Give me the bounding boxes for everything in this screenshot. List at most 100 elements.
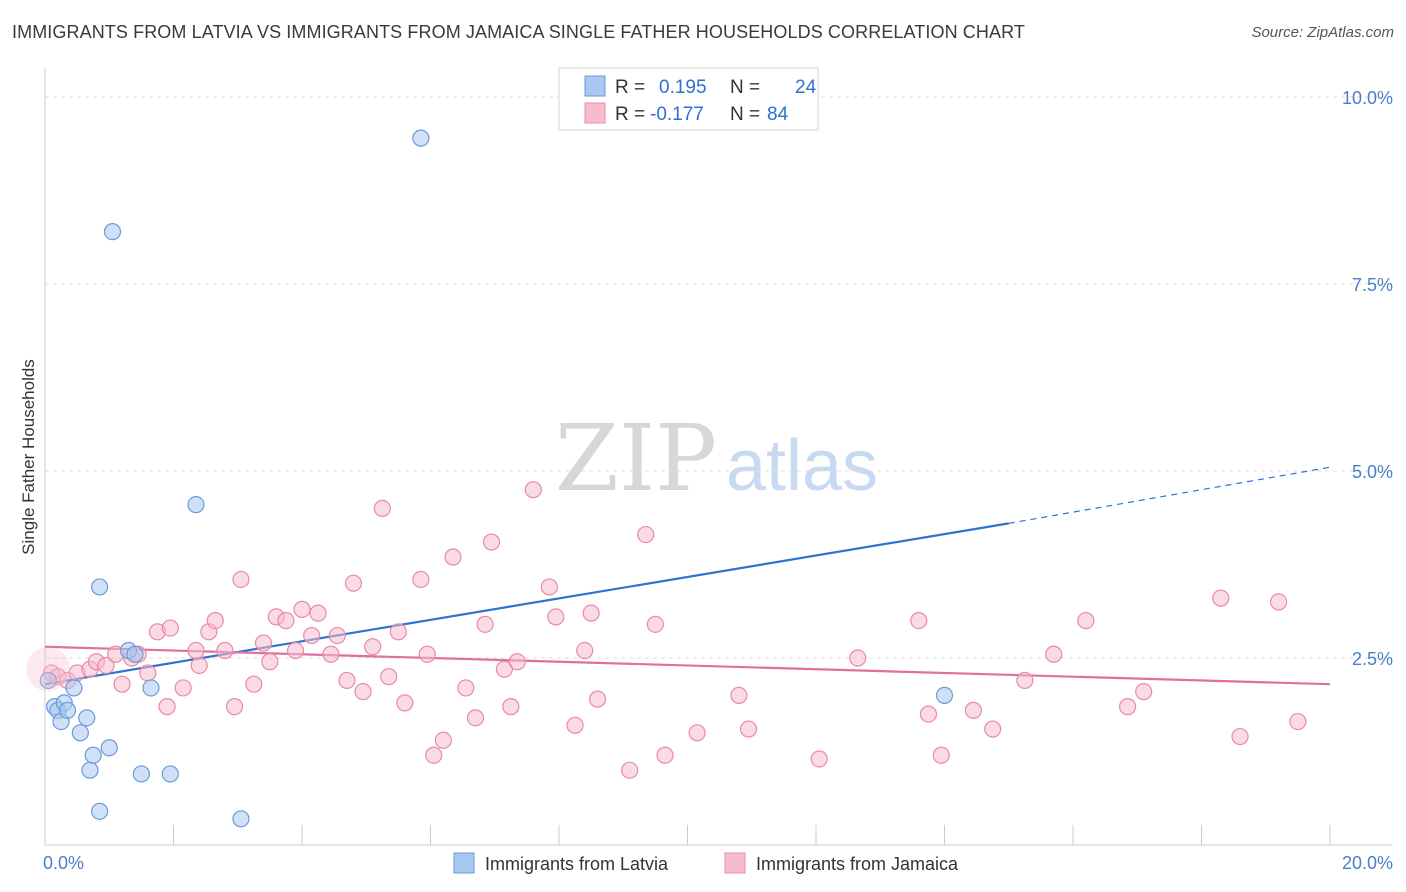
jamaica-point-61 xyxy=(621,761,639,779)
latvia-point-18 xyxy=(142,679,160,697)
jamaica-point-63 xyxy=(646,615,664,633)
jamaica-point-16 xyxy=(187,641,205,660)
jamaica-point-41 xyxy=(396,694,414,712)
watermark-atlas: atlas xyxy=(726,426,878,506)
jamaica-point-69 xyxy=(849,649,867,667)
jamaica-point-29 xyxy=(293,600,311,618)
latvia-point-12 xyxy=(100,739,118,757)
jamaica-point-6 xyxy=(97,656,115,675)
latvia-point-19 xyxy=(161,765,179,783)
jamaica-point-34 xyxy=(338,671,356,690)
legend-r-value-jamaica: -0.177 xyxy=(650,104,704,125)
legend-n-value-latvia: 24 xyxy=(795,77,817,98)
legend-n-value-jamaica: 84 xyxy=(767,104,789,125)
jamaica-point-67 xyxy=(739,720,758,738)
jamaica-point-19 xyxy=(206,611,224,630)
jamaica-point-27 xyxy=(277,611,295,630)
jamaica-point-32 xyxy=(322,645,340,663)
source-credit: Source: ZipAtlas.com xyxy=(1251,24,1394,41)
jamaica-point-49 xyxy=(476,615,494,633)
jamaica-trend-line xyxy=(44,645,1331,686)
jamaica-point-78 xyxy=(1119,698,1137,716)
y-tick-label-1: 5.0% xyxy=(1352,462,1393,482)
jamaica-point-39 xyxy=(380,668,398,686)
jamaica-point-20 xyxy=(216,641,234,660)
latvia-trend-extension xyxy=(1008,466,1331,524)
bottom-legend-swatch-latvia xyxy=(453,852,475,874)
jamaica-point-51 xyxy=(495,660,513,678)
jamaica-point-38 xyxy=(373,499,391,517)
y-axis-label: Single Father Households xyxy=(19,359,38,555)
bottom-legend-label-jamaica: Immigrants from Jamaica xyxy=(756,854,959,874)
jamaica-point-30 xyxy=(303,626,321,645)
jamaica-point-46 xyxy=(444,548,462,566)
jamaica-point-82 xyxy=(1269,593,1288,611)
jamaica-point-83 xyxy=(1289,712,1307,731)
latvia-point-8 xyxy=(78,709,96,727)
jamaica-point-76 xyxy=(1045,645,1063,663)
jamaica-point-65 xyxy=(688,724,706,742)
legend-swatch-jamaica xyxy=(584,102,606,124)
jamaica-point-74 xyxy=(984,720,1002,738)
jamaica-point-45 xyxy=(434,731,452,749)
jamaica-point-64 xyxy=(656,746,674,764)
jamaica-point-31 xyxy=(309,604,327,622)
jamaica-point-14 xyxy=(161,619,179,637)
jamaica-point-57 xyxy=(566,716,584,734)
latvia-point-20 xyxy=(187,496,205,514)
jamaica-point-60 xyxy=(588,690,607,708)
jamaica-point-24 xyxy=(254,634,273,652)
jamaica-point-43 xyxy=(418,645,436,663)
jamaica-point-81 xyxy=(1231,727,1249,746)
legend-r-value-latvia: 0.195 xyxy=(659,77,707,98)
jamaica-point-72 xyxy=(932,746,950,764)
jamaica-point-11 xyxy=(139,664,157,682)
jamaica-point-79 xyxy=(1135,683,1153,701)
bottom-legend: Immigrants from Latvia Immigrants from J… xyxy=(453,852,959,874)
bottom-legend-swatch-jamaica xyxy=(724,852,746,874)
latvia-point-10 xyxy=(84,746,102,764)
jamaica-point-44 xyxy=(425,746,443,764)
jamaica-point-53 xyxy=(508,653,526,671)
legend-n-label-latvia: N = xyxy=(730,77,760,98)
jamaica-point-66 xyxy=(730,686,748,705)
jamaica-point-33 xyxy=(328,626,346,645)
latvia-point-9 xyxy=(81,761,99,779)
jamaica-point-75 xyxy=(1016,671,1034,690)
jamaica-point-54 xyxy=(524,481,542,499)
y-tick-label-3: 10.0% xyxy=(1342,88,1393,108)
jamaica-point-55 xyxy=(540,578,558,596)
legend-swatch-latvia xyxy=(584,75,606,97)
latvia-point-5 xyxy=(58,701,77,719)
jamaica-point-73 xyxy=(964,701,983,719)
latvia-point-17 xyxy=(132,765,150,783)
latvia-point-6 xyxy=(65,679,83,697)
jamaica-point-68 xyxy=(810,750,828,768)
jamaica-point-42 xyxy=(412,570,430,589)
y-tick-label-2: 7.5% xyxy=(1352,275,1393,295)
jamaica-point-59 xyxy=(582,604,600,622)
jamaica-point-80 xyxy=(1212,589,1230,607)
watermark-zip: ZIP xyxy=(555,405,717,512)
legend-r-label-latvia: R = xyxy=(615,77,645,98)
latvia-point-23 xyxy=(935,686,954,705)
jamaica-point-15 xyxy=(174,679,192,697)
jamaica-point-52 xyxy=(502,698,520,716)
legend-n-label-jamaica: N = xyxy=(730,104,760,125)
axes xyxy=(44,68,1392,846)
latvia-point-22 xyxy=(412,129,430,147)
jamaica-point-40 xyxy=(389,623,407,641)
latvia-trend-line xyxy=(44,522,1009,686)
latvia-point-0 xyxy=(39,671,57,690)
data-points xyxy=(26,129,1307,828)
jamaica-point-8 xyxy=(113,675,131,693)
jamaica-point-25 xyxy=(261,653,279,671)
latvia-point-16 xyxy=(126,645,144,663)
chart-title: IMMIGRANTS FROM LATVIA VS IMMIGRANTS FRO… xyxy=(12,22,1025,42)
jamaica-cluster-blob xyxy=(26,647,71,692)
jamaica-point-58 xyxy=(576,641,594,660)
tick-labels: 2.5% 5.0% 7.5% 10.0% 0.0% 20.0% xyxy=(43,88,1393,873)
jamaica-point-50 xyxy=(482,533,501,551)
jamaica-point-35 xyxy=(344,574,362,592)
y-tick-label-0: 2.5% xyxy=(1352,649,1393,669)
